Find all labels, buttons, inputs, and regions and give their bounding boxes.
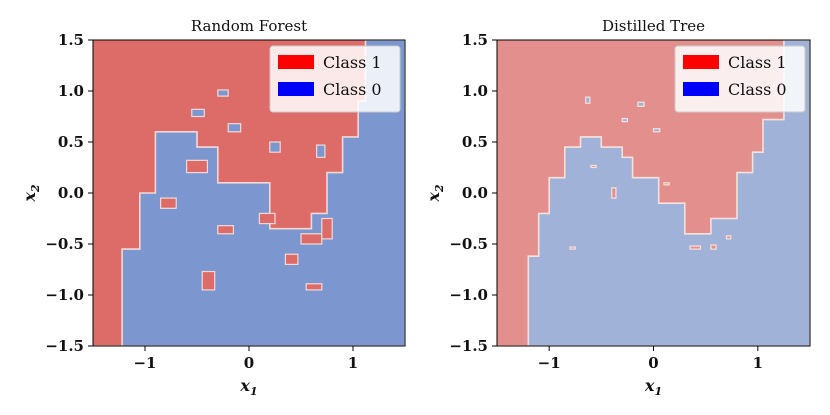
y-tick-label: 0.0 <box>462 184 488 202</box>
x-axis-label-subscript: 1 <box>250 385 258 398</box>
legend-swatch-class-0 <box>683 82 719 96</box>
y-axis-label-base: x <box>20 192 39 203</box>
x-axis-label-subscript: 1 <box>654 385 662 398</box>
class-0-patch <box>585 96 591 104</box>
x-tick-label: 0 <box>648 354 658 372</box>
y-tick-label: 1.5 <box>462 31 488 49</box>
legend-label: Class 0 <box>728 80 787 99</box>
class-0-patch <box>621 117 629 123</box>
x-tick-label: 0 <box>244 354 254 372</box>
y-tick-label: 0.0 <box>58 184 84 202</box>
y-tick-label: −1.5 <box>45 337 84 355</box>
legend-label: Class 1 <box>728 53 787 72</box>
class-0-region <box>497 40 810 346</box>
class-0-patch <box>191 108 205 118</box>
y-tick-label: 0.5 <box>462 133 488 151</box>
y-tick-label: 1.0 <box>462 82 488 100</box>
y-axis-label: x2 <box>20 184 42 203</box>
x-tick-label: −1 <box>538 354 561 372</box>
class-0-patch <box>217 89 229 97</box>
class-1-patch <box>569 246 576 250</box>
panel-title: Distilled Tree <box>602 17 705 35</box>
x-axis-label: x1 <box>239 376 257 398</box>
y-tick-label: −1.5 <box>449 337 488 355</box>
legend-swatch-class-0 <box>278 82 314 96</box>
y-tick-label: −1.0 <box>449 286 488 304</box>
class-1-patch <box>663 182 670 186</box>
class-1-patch <box>611 187 617 199</box>
y-axis-label-base: x <box>424 192 443 203</box>
class-1-patch <box>689 245 702 250</box>
class-1-patch <box>305 283 323 291</box>
class-1-patch <box>258 212 276 225</box>
panel-distilled-tree: Distilled Tree −1 0 1 1.5 1.0 0.5 0.0 −0.5 −1.0 −1… <box>424 17 811 398</box>
legend: Class 1 Class 0 <box>674 45 806 113</box>
panel-title: Random Forest <box>191 17 307 35</box>
x-tick-label: −1 <box>133 354 156 372</box>
y-tick-label: 0.5 <box>58 133 84 151</box>
y-tick-label: −1.0 <box>45 286 84 304</box>
class-1-patch <box>160 197 177 209</box>
y-axis-label: x2 <box>424 184 446 203</box>
y-axis-label-subscript: 2 <box>433 184 446 193</box>
class-1-patch <box>710 244 717 250</box>
class-0-patch <box>637 101 645 107</box>
panel-random-forest: Random Forest −1 0 1 1.5 1.0 0.5 0.0 −0.5 −1.0 −1.… <box>20 17 406 398</box>
x-tick-label: 1 <box>753 354 763 372</box>
class-1-patch <box>300 233 323 245</box>
y-tick-label: 1.5 <box>58 31 84 49</box>
legend-label: Class 0 <box>323 80 382 99</box>
class-0-patch <box>652 128 661 133</box>
y-axis-label-subscript: 2 <box>29 184 42 193</box>
legend: Class 1 Class 0 <box>269 45 401 113</box>
legend-swatch-class-1 <box>278 55 314 69</box>
class-1-patch <box>321 217 333 240</box>
legend-label: Class 1 <box>323 53 382 72</box>
y-tick-label: 1.0 <box>58 82 84 100</box>
x-axis-label-base: x <box>644 376 655 395</box>
y-tick-label: −0.5 <box>45 235 84 253</box>
legend-swatch-class-1 <box>683 55 719 69</box>
class-1-patch <box>186 159 209 174</box>
y-tick-label: −0.5 <box>449 235 488 253</box>
class-1-patch <box>217 225 235 235</box>
x-axis-label: x1 <box>644 376 662 398</box>
class-1-patch <box>725 235 732 240</box>
class-1-patch <box>284 253 299 265</box>
class-1-patch <box>201 270 216 291</box>
x-tick-label: 1 <box>348 354 358 372</box>
class-0-patch <box>269 141 281 153</box>
class-1-patch <box>590 164 597 169</box>
class-0-patch <box>227 123 242 133</box>
class-0-patch <box>316 144 326 158</box>
x-axis-label-base: x <box>239 376 250 395</box>
